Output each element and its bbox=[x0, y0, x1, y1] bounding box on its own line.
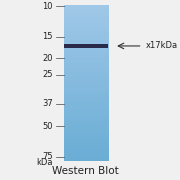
Text: kDa: kDa bbox=[36, 158, 53, 167]
Text: Western Blot: Western Blot bbox=[52, 166, 119, 176]
Text: 20: 20 bbox=[42, 54, 53, 63]
Text: 25: 25 bbox=[42, 70, 53, 79]
Text: 15: 15 bbox=[42, 32, 53, 41]
Text: 50: 50 bbox=[42, 122, 53, 131]
Text: ⅹ17kDa: ⅹ17kDa bbox=[146, 41, 178, 50]
Text: 75: 75 bbox=[42, 152, 53, 161]
Bar bbox=[64, 44, 108, 48]
Text: 10: 10 bbox=[42, 2, 53, 11]
Text: 37: 37 bbox=[42, 100, 53, 109]
